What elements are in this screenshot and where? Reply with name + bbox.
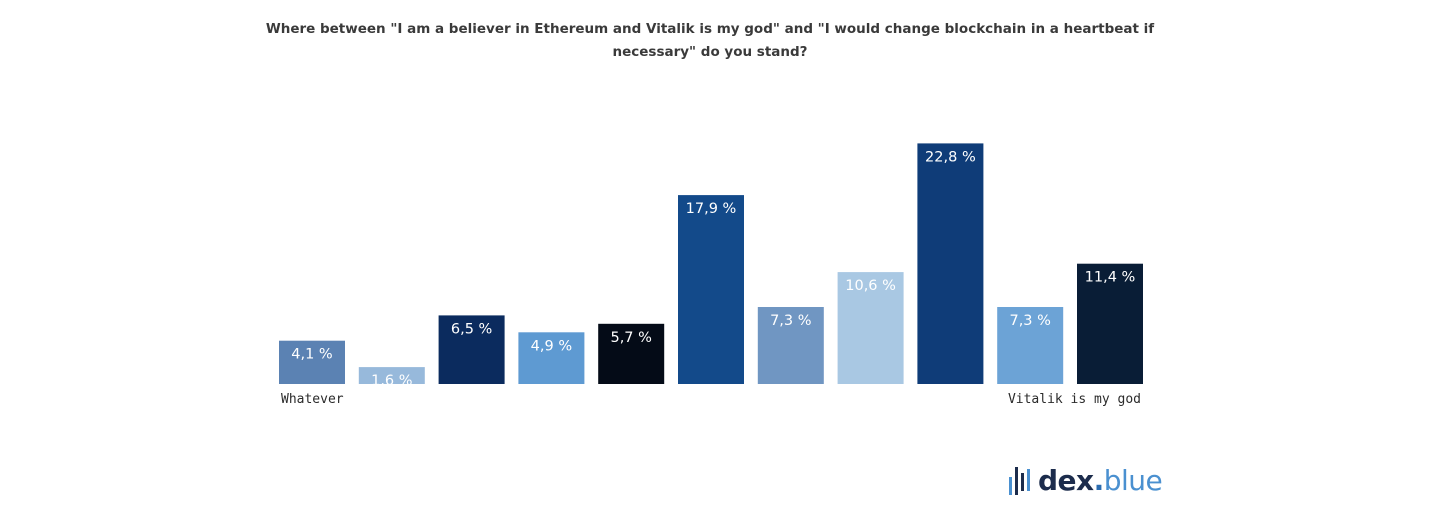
bar-11 (1077, 263, 1143, 384)
bar-6 (678, 195, 744, 384)
bar-8 (837, 272, 904, 384)
bar-9 (917, 143, 984, 384)
dex-blue-logo: dex.blue (1008, 462, 1163, 498)
logo-bars-icon (1009, 467, 1030, 495)
chart-title: Where between "I am a believer in Ethere… (265, 21, 1155, 60)
bar-value-label-3: 6,5 % (451, 321, 492, 337)
bar-value-label-1: 4,1 % (291, 347, 332, 363)
bar-value-label-7: 7,3 % (770, 313, 811, 329)
bar-value-label-11: 11,4 % (1085, 270, 1136, 286)
bar-3 (438, 315, 505, 384)
bar-value-label-6: 17,9 % (686, 201, 737, 217)
bar-value-label-9: 22,8 % (925, 149, 976, 165)
x-axis-end-label: Vitalik is my god (1008, 392, 1141, 407)
bar-value-label-8: 10,6 % (845, 278, 896, 294)
logo-wordmark: dex.blue (1038, 463, 1163, 497)
bar-5 (598, 323, 665, 384)
bar-labels-group: 4,1 % 1,6 % 6,5 % 4,9 % 5,7 % 17,9 % 7,3 % 10,6… (291, 149, 1135, 389)
bars-group (279, 143, 1143, 384)
bar-2 (358, 367, 425, 384)
bar-7 (757, 307, 824, 384)
bar-4 (518, 332, 585, 384)
bar-value-label-10: 7,3 % (1009, 313, 1050, 329)
x-axis-start-label: Whatever (281, 392, 344, 407)
bar-value-label-2: 1,6 % (371, 373, 412, 389)
bar-10 (997, 307, 1064, 384)
bar-value-label-4: 4,9 % (531, 338, 572, 354)
bar-1 (279, 340, 345, 384)
bar-value-label-5: 5,7 % (610, 330, 651, 346)
